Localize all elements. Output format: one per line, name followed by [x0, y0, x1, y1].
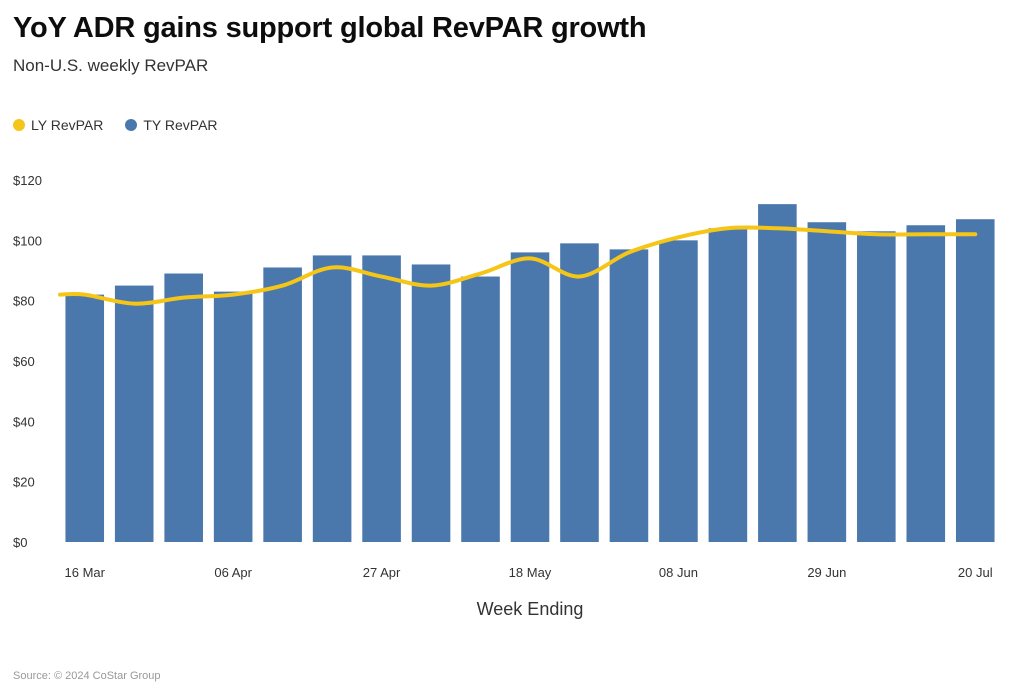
source-note: Source: © 2024 CoStar Group — [13, 670, 161, 682]
y-tick-label: $20 — [13, 475, 35, 490]
legend-item-ty[interactable]: TY RevPAR — [125, 117, 218, 133]
y-tick-label: $40 — [13, 414, 35, 429]
y-tick-label: $60 — [13, 354, 35, 369]
bar-ty-20-apr[interactable] — [312, 255, 352, 542]
bar-ty-06-apr[interactable] — [213, 291, 253, 542]
bar-ty-23-mar[interactable] — [114, 285, 154, 542]
legend-swatch-ty — [125, 119, 138, 131]
bar-ty-16-mar[interactable] — [65, 294, 105, 542]
x-tick-label: 20 Jul — [958, 565, 993, 580]
bar-ty-11-may[interactable] — [461, 276, 500, 542]
bar-ty-22-jun[interactable] — [758, 204, 797, 542]
x-tick-label: 18 May — [509, 565, 552, 580]
bar-ty-20-jul[interactable] — [955, 219, 995, 542]
x-axis-title: Week Ending — [477, 599, 584, 619]
bar-ty-06-jul[interactable] — [857, 231, 896, 543]
chart-subtitle: Non-U.S. weekly RevPAR — [13, 56, 209, 75]
x-tick-label: 27 Apr — [363, 565, 401, 580]
x-tick-label: 08 Jun — [659, 565, 698, 580]
bar-ty-27-apr[interactable] — [362, 255, 401, 542]
y-axis: $0 $20 $40 $60 $80 $100 $120 — [13, 173, 42, 550]
legend-swatch-ly — [13, 119, 25, 131]
y-tick-label: $100 — [13, 233, 42, 248]
bar-ty-08-jun[interactable] — [659, 240, 698, 543]
bar-ty-13-apr[interactable] — [263, 267, 302, 542]
y-tick-label: $120 — [13, 173, 42, 188]
bar-ty-04-may[interactable] — [411, 264, 451, 542]
line-series-ly — [58, 225, 978, 306]
bar-ty-18-may[interactable] — [510, 252, 550, 542]
legend-label-ly: LY RevPAR — [31, 117, 104, 133]
bar-ty-15-jun[interactable] — [708, 228, 748, 542]
bar-ty-01-jun[interactable] — [609, 249, 649, 542]
bar-series-ty — [65, 204, 995, 543]
y-tick-label: $0 — [13, 535, 27, 550]
legend-label-ty: TY RevPAR — [143, 117, 218, 133]
bar-ty-13-jul[interactable] — [906, 225, 946, 542]
x-tick-label: 06 Apr — [214, 565, 252, 580]
legend-item-ly[interactable]: LY RevPAR — [13, 117, 103, 133]
chart-title: YoY ADR gains support global RevPAR grow… — [13, 12, 647, 44]
x-tick-label: 16 Mar — [65, 565, 106, 580]
chart-legend: LY RevPAR TY RevPAR — [13, 117, 240, 133]
x-tick-label: 29 Jun — [807, 565, 846, 580]
bar-ty-30-mar[interactable] — [164, 273, 203, 542]
bar-ty-25-may[interactable] — [560, 243, 599, 542]
x-axis: 16 Mar 06 Apr 27 Apr 18 May 08 Jun 29 Jun 20 J… — [65, 565, 993, 580]
y-tick-label: $80 — [13, 294, 35, 309]
bar-ty-29-jun[interactable] — [807, 222, 847, 542]
